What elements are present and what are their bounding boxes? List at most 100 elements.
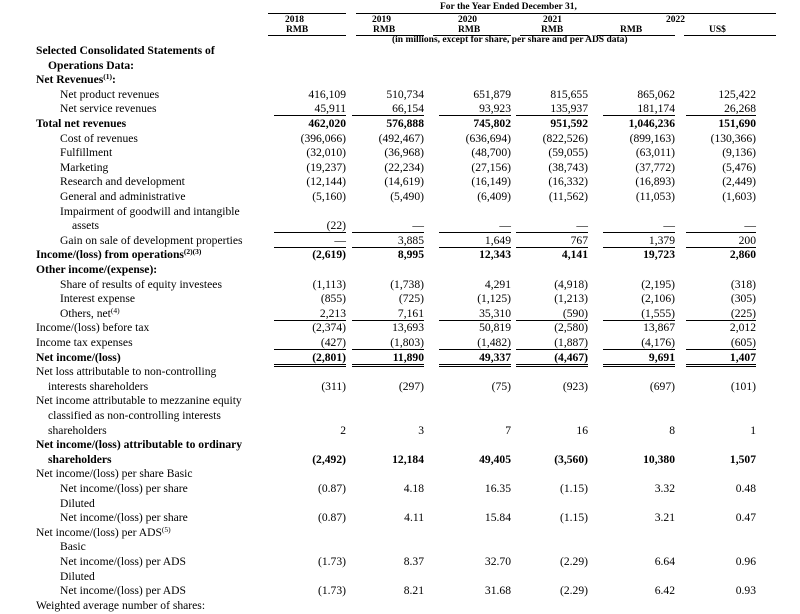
- row-label-text: Others, net: [60, 306, 111, 320]
- value-cell: (1.15): [559, 511, 588, 525]
- value-cell: 50,819: [479, 321, 511, 335]
- row-label-text: Marketing: [60, 160, 109, 174]
- row-label: Net service revenues: [60, 102, 157, 115]
- row-label: Income/(loss) from operations(2)(3): [36, 248, 201, 261]
- value-cell: 1: [750, 423, 756, 437]
- value-cell: —: [603, 219, 675, 234]
- value-cell: (2.29): [559, 555, 588, 568]
- row-label-text: Income/(loss) from operations: [36, 248, 184, 262]
- table-row: Gain on sale of development properties — 3…: [0, 234, 800, 249]
- table-row: Impairment of goodwill and intangible: [0, 205, 800, 220]
- table-row: Income tax expenses (427) (1,803) (1,482) (1…: [0, 336, 800, 351]
- row-label-text: Other income/(expense):: [36, 263, 158, 276]
- table-row: Cost of revenues (396,066) (492,467) (636,6…: [0, 132, 800, 147]
- row-label: Research and development: [60, 175, 185, 188]
- table-row: Total net revenues 462,020 576,888 745,802 9…: [0, 117, 800, 132]
- value-cell: (492,467): [378, 131, 424, 145]
- value-cell: (2,195): [641, 277, 675, 291]
- header-rule-left: [268, 13, 346, 14]
- footnote-marker: (4): [110, 305, 120, 315]
- value-cell: (1,555): [603, 307, 675, 321]
- row-label-text: Net income/(loss) per ADS: [36, 525, 162, 539]
- value-cell: 7,161: [352, 307, 424, 321]
- row-label: Diluted: [60, 497, 95, 510]
- value-cell: (59,055): [548, 146, 588, 160]
- table-row: Share of results of equity investees (1,1…: [0, 278, 800, 293]
- value-cell: (16,149): [471, 175, 511, 189]
- value-cell: 6.64: [654, 555, 675, 568]
- value-cell: (725): [398, 292, 424, 306]
- table-row: Weighted average number of shares:: [0, 599, 800, 614]
- value-cell: (1,482): [439, 336, 511, 350]
- row-label-text: Net service revenues: [60, 102, 157, 116]
- row-label-text: Fulfillment: [60, 146, 113, 160]
- value-cell: 35,310: [439, 307, 511, 321]
- row-label: General and administrative: [60, 190, 186, 203]
- table-row: Diluted: [0, 497, 800, 512]
- year-2021: 2021: [543, 15, 562, 25]
- value-cell: (2,580): [554, 321, 588, 335]
- value-cell: 12,184: [392, 452, 424, 466]
- value-cell: 576,888: [386, 117, 424, 130]
- row-label: shareholders: [48, 453, 112, 466]
- table-row: Basic: [0, 540, 800, 555]
- value-cell: (855): [320, 292, 346, 306]
- value-cell: 2: [340, 423, 346, 437]
- row-label: Operations Data:: [48, 59, 134, 72]
- value-cell: 15.84: [484, 511, 511, 525]
- table-row: Others, net(4) 2,213 7,161 35,310 (590) (1,55…: [0, 307, 800, 322]
- row-label: Basic: [60, 540, 86, 553]
- table-row: Net service revenues 45,911 66,154 93,923 13…: [0, 102, 800, 117]
- table-row: Net income/(loss) attributable to ordina…: [0, 438, 800, 453]
- row-label: Total net revenues: [36, 117, 126, 130]
- row-label: Net income/(loss) per share Basic: [36, 467, 192, 480]
- value-cell: 951,592: [550, 117, 588, 130]
- value-cell: (1,603): [722, 190, 756, 203]
- row-label-text: Net loss attributable to non-controlling: [36, 365, 217, 379]
- table-row: classified as non-controlling interests: [0, 409, 800, 424]
- value-cell: 19,723: [643, 248, 675, 262]
- row-label-text: Basic: [60, 540, 86, 554]
- row-label-text: Interest expense: [60, 292, 136, 306]
- row-label-text: Net income attributable to mezzanine equ…: [36, 394, 242, 408]
- value-cell: (1,125): [477, 292, 511, 306]
- year-2020: 2020: [458, 15, 477, 25]
- table-row: Net income/(loss) per ADS (1.73) 8.21 31.68…: [0, 584, 800, 599]
- row-label: shareholders: [48, 424, 107, 437]
- row-label: Impairment of goodwill and intangible: [60, 205, 240, 218]
- value-cell: 4,291: [484, 277, 511, 291]
- value-cell: 151,690: [718, 117, 756, 130]
- value-cell: 66,154: [352, 102, 424, 117]
- value-cell: 11,890: [352, 351, 424, 367]
- value-cell: (12,144): [306, 175, 346, 189]
- value-cell: (16,893): [635, 175, 675, 189]
- row-label-text: Diluted: [60, 496, 95, 510]
- value-cell: 13,867: [643, 321, 675, 335]
- row-label: interests shareholders: [48, 380, 148, 393]
- value-cell: 3.32: [654, 482, 675, 495]
- currency-2022-rmb: RMB: [620, 25, 643, 35]
- value-cell: (75): [491, 379, 511, 393]
- value-cell: —: [352, 219, 424, 234]
- year-2022: 2022: [666, 15, 685, 25]
- row-label: Cost of revenues: [60, 132, 138, 145]
- row-label: Net income/(loss) per ADS: [60, 555, 186, 568]
- value-cell: (2.29): [559, 584, 588, 598]
- table-row: interests shareholders (311) (297) (75) (923…: [0, 380, 800, 395]
- header-rule-under-2022-usd: [684, 35, 776, 36]
- value-cell: (2,374): [312, 321, 346, 335]
- units-caption: (in millions, except for share, per shar…: [392, 35, 628, 45]
- row-label: Others, net(4): [60, 307, 120, 320]
- value-cell: (32,010): [306, 146, 346, 160]
- row-label: Net product revenues: [60, 88, 159, 101]
- value-cell: 865,062: [637, 87, 675, 101]
- value-cell: (1,887): [516, 336, 588, 350]
- row-label-text: Cost of revenues: [60, 131, 138, 145]
- value-cell: 510,734: [386, 87, 424, 101]
- value-cell: 2,860: [729, 248, 756, 262]
- value-cell: (2,492): [312, 452, 346, 466]
- value-cell: (297): [398, 379, 424, 393]
- value-cell: 200: [686, 234, 756, 248]
- value-cell: (19,237): [306, 160, 346, 174]
- value-cell: 1,649: [439, 234, 511, 248]
